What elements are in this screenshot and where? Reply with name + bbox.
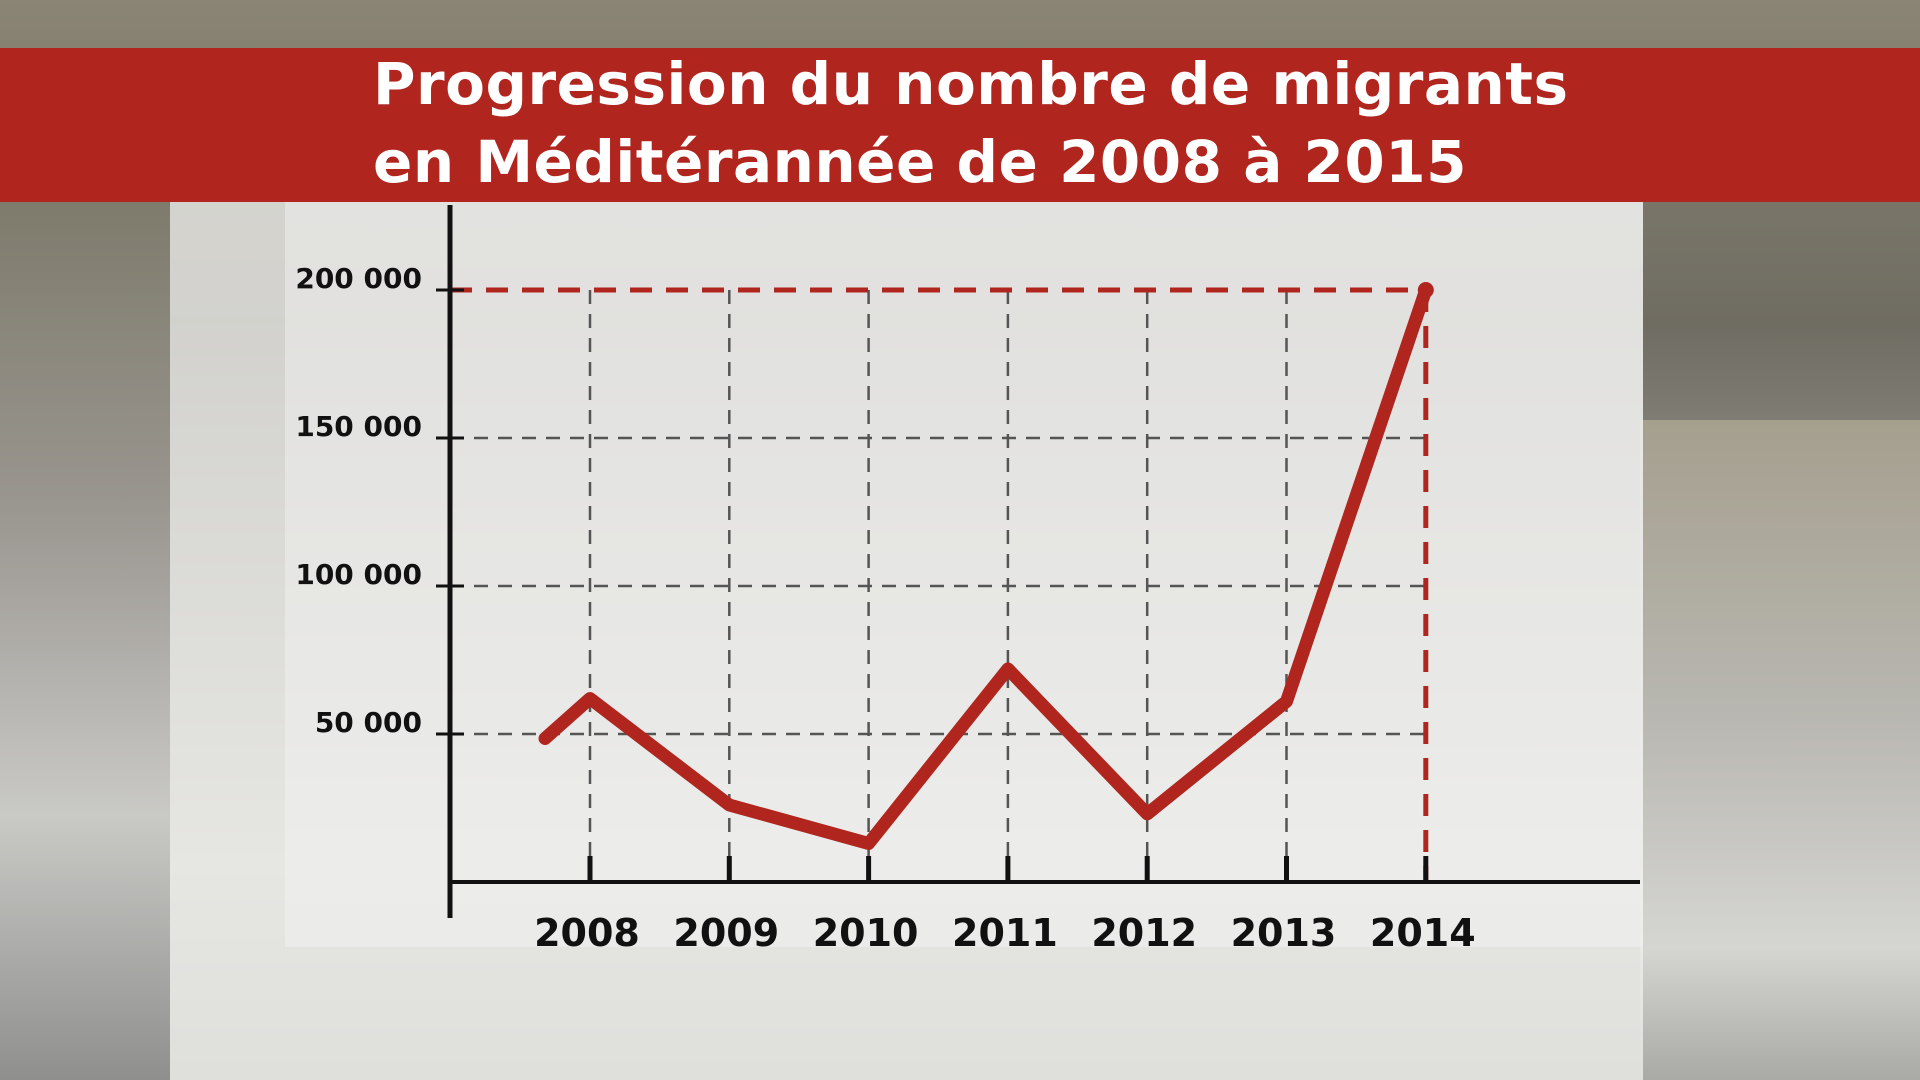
y-tick-label: 100 000 (295, 558, 422, 591)
axes (447, 205, 1640, 918)
x-tick-label: 2012 (1091, 911, 1197, 955)
title-bar (0, 48, 1920, 202)
data-point-2014 (1417, 282, 1434, 298)
x-tick-label: 2009 (673, 911, 779, 955)
x-axis-ticks: 2008 2009 2010 2011 2012 2013 2014 (534, 856, 1476, 955)
chart-panel (170, 202, 1643, 1080)
x-tick-label: 2010 (813, 911, 919, 955)
x-tick-label: 2014 (1370, 911, 1476, 955)
y-tick-label: 150 000 (295, 410, 422, 443)
x-tick-label: 2011 (952, 911, 1058, 955)
chart-title-line-1: Progression du nombre de migrants (373, 50, 1569, 118)
y-tick-label: 50 000 (315, 706, 422, 739)
series-group (538, 282, 1434, 850)
background-photo-right (1640, 420, 1920, 1080)
x-tick-label: 2008 (534, 911, 640, 955)
grid-lines (450, 290, 1424, 882)
x-tick-label: 2013 (1231, 911, 1337, 955)
series-line (538, 283, 1433, 850)
background-photo-left (0, 200, 170, 1080)
y-axis-ticks: 50 000 100 000 150 000 200 000 (295, 262, 464, 739)
y-tick-label: 200 000 (295, 262, 422, 295)
chart-title-line-2: en Méditérannée de 2008 à 2015 (373, 128, 1467, 196)
highlight-guides (450, 287, 1429, 882)
